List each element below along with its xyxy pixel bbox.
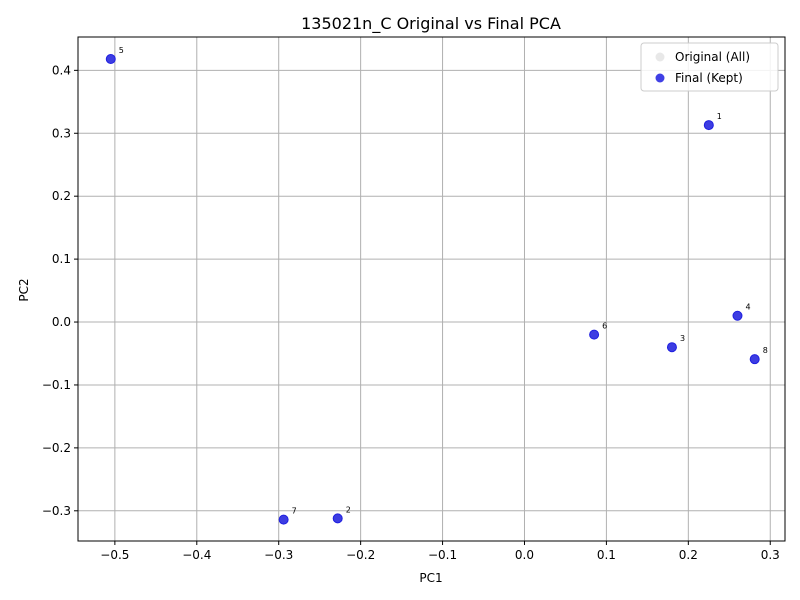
y-tick-label: −0.2 [42,441,71,455]
x-tick-label: −0.3 [264,548,293,562]
final-point-3 [666,342,677,353]
point-label-1: 1 [717,112,722,121]
point-label-6: 6 [602,322,607,331]
x-axis-label: PC1 [419,571,442,585]
legend-entry: Original (All) [675,50,750,64]
x-tick-label: −0.1 [428,548,457,562]
plot-frame [77,36,786,542]
point-label-7: 7 [292,507,297,516]
y-axis-label: PC2 [17,278,31,301]
final-point-8 [749,354,760,365]
legend-box [640,42,779,92]
x-tick-label: 0.3 [761,548,780,562]
final-point-1 [703,120,714,131]
point-label-8: 8 [763,346,768,355]
final-point-7 [278,514,289,525]
point-label-2: 2 [346,505,351,514]
x-tick-label: 0.0 [515,548,534,562]
legend: Original (All) Final (Kept) [640,42,779,92]
y-tick-label: 0.2 [52,189,71,203]
legend-marker [655,73,665,83]
final-point-6 [589,329,600,340]
point-label-5: 5 [119,46,124,55]
x-tick-label: −0.2 [346,548,375,562]
legend-entry: Final (Kept) [675,71,743,85]
y-tick-label: 0.1 [52,252,71,266]
y-axis-ticks: −0.3 −0.2 −0.1 0.0 0.1 0.2 0.3 0.4 [42,63,78,518]
point-label-4: 4 [745,303,750,312]
grid [78,37,785,541]
y-tick-label: −0.3 [42,504,71,518]
y-tick-label: 0.3 [52,126,71,140]
x-tick-label: 0.1 [597,548,616,562]
chart-title: 135021n_C Original vs Final PCA [301,14,561,34]
x-axis-ticks: −0.5 −0.4 −0.3 −0.2 −0.1 0.0 0.1 0.2 0.3 [100,541,780,562]
final-point-5 [105,54,116,65]
point-label-3: 3 [680,334,685,343]
x-tick-label: −0.4 [182,548,211,562]
x-tick-label: −0.5 [100,548,129,562]
y-tick-label: −0.1 [42,378,71,392]
legend-marker [655,52,665,62]
final-point-2 [332,513,343,524]
x-tick-label: 0.2 [679,548,698,562]
y-tick-label: 0.0 [52,315,71,329]
data-points: 1 2 3 4 5 6 7 8 [105,46,768,525]
final-point-4 [732,310,743,321]
y-tick-label: 0.4 [52,63,71,77]
